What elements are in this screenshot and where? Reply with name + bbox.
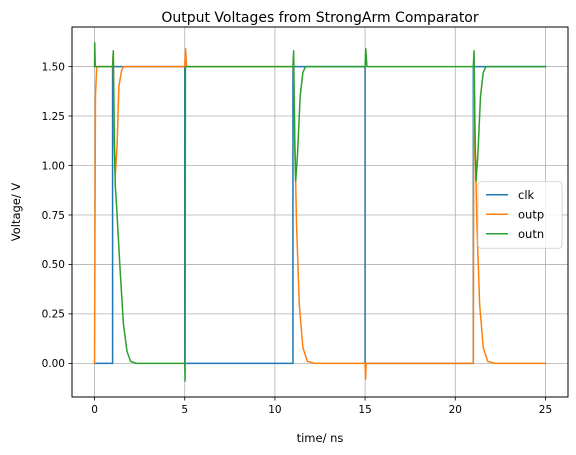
y-tick-label: 0.00 xyxy=(42,358,65,370)
x-tick-label: 15 xyxy=(358,404,371,416)
legend-label-clk: clk xyxy=(518,188,535,202)
legend-box xyxy=(477,181,563,249)
y-tick-label: 0.25 xyxy=(42,309,65,321)
x-tick-label: 20 xyxy=(449,404,462,416)
x-tick-label: 10 xyxy=(268,404,281,416)
legend-label-outn: outn xyxy=(518,227,544,241)
y-axis-label: Voltage/ V xyxy=(9,183,23,242)
y-tick-label: 0.75 xyxy=(42,210,65,222)
legend-label-outp: outp xyxy=(518,207,544,221)
x-axis-label: time/ ns xyxy=(297,431,344,445)
ticks: 0 5 10 15 20 25 0.00 0.25 0.50 0.75 1.00 1.25 1.50 xyxy=(42,61,553,416)
x-tick-label: 5 xyxy=(181,404,188,416)
plot-frame xyxy=(71,26,569,398)
x-tick-label: 0 xyxy=(91,404,98,416)
legend: clk outp outn xyxy=(477,181,563,249)
y-tick-label: 1.00 xyxy=(42,160,65,172)
series-line-outn xyxy=(93,42,547,382)
chart-title: Output Voltages from StrongArm Comparato… xyxy=(161,10,479,26)
x-tick-label: 25 xyxy=(539,404,552,416)
y-tick-label: 1.50 xyxy=(42,61,65,73)
series-lines xyxy=(93,42,547,382)
y-tick-label: 1.25 xyxy=(42,111,65,123)
y-tick-label: 0.50 xyxy=(42,259,65,271)
